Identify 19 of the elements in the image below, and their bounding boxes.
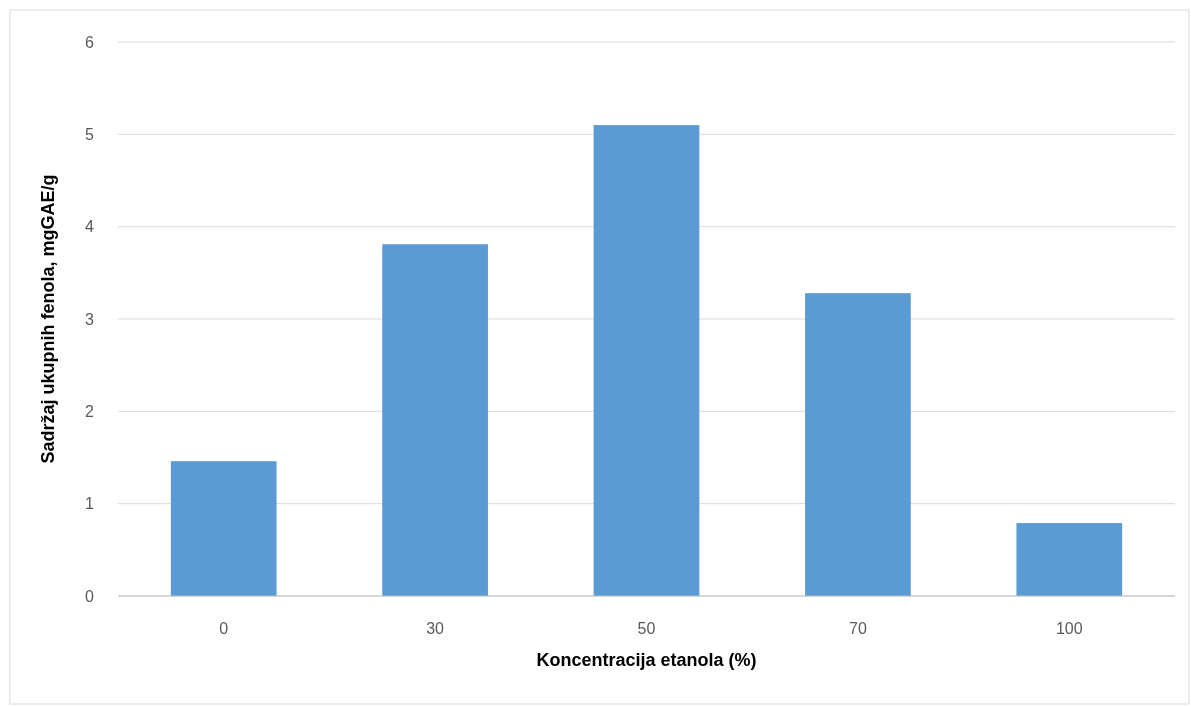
y-tick-label: 5: [85, 125, 95, 143]
y-axis-title: Sadržaj ukupnih fenola, mgGAE/g: [38, 174, 58, 464]
bar: [805, 293, 911, 596]
bar: [382, 244, 488, 596]
x-tick-label: 30: [426, 620, 445, 637]
bar: [1016, 523, 1123, 596]
y-tick-label: 0: [85, 587, 95, 605]
bar: [170, 461, 277, 596]
y-tick-label: 3: [85, 310, 95, 328]
x-axis-title: Koncentracija etanola (%): [536, 650, 757, 670]
bar: [593, 125, 700, 596]
y-tick-label: 4: [85, 218, 95, 236]
x-tick-label: 0: [219, 620, 229, 637]
x-tick-label: 70: [849, 620, 867, 637]
y-tick-label: 2: [85, 402, 95, 420]
y-tick-label: 6: [85, 33, 95, 51]
y-tick-label: 1: [85, 495, 95, 513]
x-tick-label: 100: [1055, 620, 1083, 637]
x-tick-label: 50: [637, 620, 656, 637]
